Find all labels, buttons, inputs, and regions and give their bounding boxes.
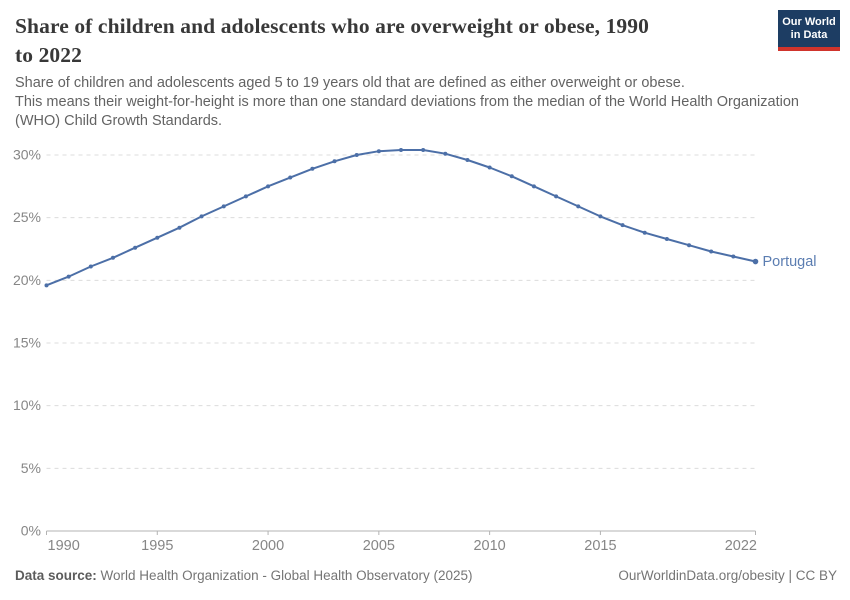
data-point-2009 [465, 158, 470, 163]
y-axis-label-5pct: 5% [21, 460, 41, 476]
data-point-1993 [110, 255, 115, 260]
data-point-2007 [421, 147, 426, 152]
data-source-text[interactable]: World Health Organization - Global Healt… [100, 568, 473, 583]
data-point-2013 [554, 194, 559, 199]
chart-subtitle-line2: This means their weight-for-height is mo… [15, 94, 799, 110]
y-axis-label-0pct: 0% [21, 523, 41, 539]
data-point-2010 [487, 165, 492, 170]
data-point-2021 [731, 254, 736, 259]
owid-logo[interactable]: Our World in Data [778, 10, 840, 51]
data-source-note: Data source: World Health Organization -… [15, 568, 472, 583]
chart-subtitle-line3: (WHO) Child Growth Standards. [15, 113, 223, 129]
data-point-2011 [509, 174, 514, 179]
data-point-2004 [354, 153, 359, 157]
data-point-1995 [155, 235, 160, 240]
data-point-2022 [752, 258, 759, 265]
data-point-2002 [310, 166, 315, 171]
chart-subtitle-line1: Share of children and adolescents aged 5… [15, 75, 685, 91]
data-source-label: Data source: [15, 568, 97, 583]
data-point-1992 [88, 264, 93, 269]
x-axis-label-2022: 2022 [725, 538, 757, 554]
data-point-1996 [177, 225, 182, 230]
data-point-2008 [443, 151, 448, 156]
data-point-2014 [576, 204, 581, 209]
x-axis-label-1995: 1995 [141, 538, 173, 554]
chart-title-line1: Share of children and adolescents who ar… [15, 14, 649, 38]
x-axis-label-2000: 2000 [252, 538, 284, 554]
data-point-1990 [44, 283, 49, 288]
data-point-2005 [376, 149, 381, 154]
data-point-2017 [642, 230, 647, 235]
chart-footer: Data source: World Health Organization -… [15, 568, 837, 583]
y-axis-label-20pct: 20% [13, 272, 41, 288]
data-point-2018 [664, 236, 669, 241]
data-point-2020 [709, 249, 714, 254]
data-point-2006 [399, 147, 403, 152]
y-axis-label-25pct: 25% [13, 209, 41, 225]
y-axis-label-10pct: 10% [13, 397, 41, 413]
chart-subtitle: Share of children and adolescents aged 5… [15, 74, 839, 131]
data-point-2003 [332, 159, 337, 164]
credit-link[interactable]: OurWorldinData.org/obesity | CC BY [618, 568, 837, 583]
data-point-2000 [266, 184, 271, 189]
entity-label-portugal[interactable]: Portugal [763, 254, 817, 270]
data-point-2015 [598, 214, 603, 219]
x-axis-label-1990: 1990 [48, 538, 80, 554]
y-axis-label-15pct: 15% [13, 335, 41, 351]
x-axis-label-2015: 2015 [584, 538, 616, 554]
data-point-2001 [288, 175, 293, 180]
data-point-1998 [221, 204, 226, 209]
data-point-2012 [531, 184, 536, 189]
owid-logo-line1: Our World [782, 15, 836, 28]
data-point-1994 [133, 245, 138, 250]
data-point-1991 [66, 274, 71, 279]
y-axis-label-30pct: 30% [13, 147, 41, 163]
data-point-2016 [620, 223, 625, 228]
chart-title: Share of children and adolescents who ar… [15, 12, 785, 70]
data-point-1997 [199, 214, 204, 219]
x-axis-label-2005: 2005 [363, 538, 395, 554]
data-point-2019 [687, 243, 692, 248]
owid-logo-line2: in Data [790, 28, 828, 41]
x-axis-label-2010: 2010 [473, 538, 505, 554]
chart-title-line2: to 2022 [15, 43, 82, 67]
data-point-1999 [243, 194, 248, 199]
